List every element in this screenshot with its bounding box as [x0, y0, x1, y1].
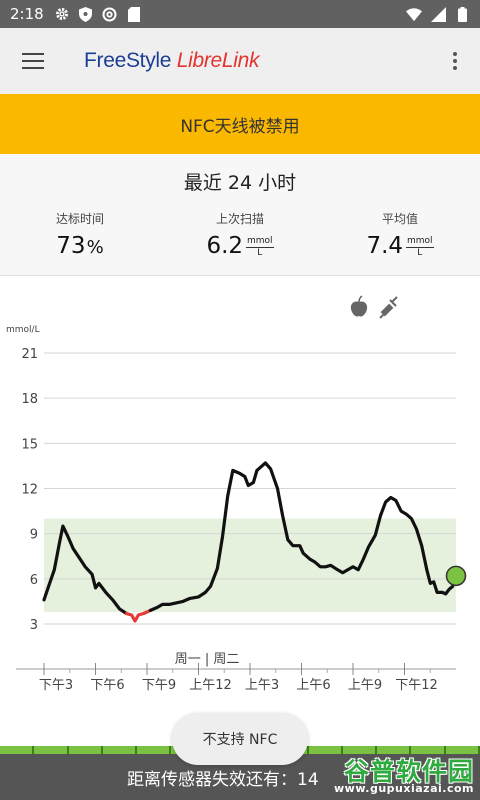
- shield-icon: [78, 6, 94, 22]
- average-stat: 平均值 7.4 mmol L: [320, 210, 480, 259]
- gear-icon: [54, 6, 70, 22]
- last-scan-stat: 上次扫描 6.2 mmol L: [160, 210, 320, 259]
- watermark: 谷普软件园 www.gupuxiazai.com: [334, 752, 480, 800]
- apple-icon[interactable]: [350, 295, 368, 317]
- time-in-target-stat: 达标时间 73 %: [0, 210, 160, 259]
- more-vert-icon[interactable]: [430, 28, 480, 94]
- watermark-url: www.gupuxiazai.com: [334, 782, 474, 795]
- y-tick-label: 9: [30, 528, 38, 543]
- x-tick-label: 下午12: [395, 678, 438, 693]
- last-scan-value: 6.2: [206, 233, 244, 259]
- time-in-target-value: 73: [56, 233, 86, 259]
- y-tick-label: 6: [30, 573, 38, 588]
- x-tick-label: 上午12: [189, 678, 232, 693]
- x-tick-label: 上午9: [348, 678, 382, 693]
- period-title: 最近 24 小时: [183, 172, 297, 194]
- target-range-band: [44, 518, 456, 612]
- logo-freestyle: FreeStyle: [84, 49, 177, 72]
- sdcard-icon: [126, 6, 142, 22]
- last-scan-unit-bottom: L: [257, 248, 263, 258]
- x-tick-label: 下午3: [39, 678, 73, 693]
- battery-icon: [454, 6, 470, 22]
- y-tick-label: 3: [30, 618, 38, 633]
- watermark-title: 谷普软件园: [343, 757, 474, 786]
- toast: 不支持 NFC: [172, 713, 308, 765]
- toast-text: 不支持 NFC: [202, 732, 278, 748]
- last-scan-unit: mmol L: [246, 236, 274, 259]
- status-bar: 2:18: [0, 0, 480, 28]
- average-unit-bottom: L: [417, 248, 423, 258]
- low-glucose-segment: [124, 608, 152, 623]
- day-divider-label: 周一 | 周二: [175, 652, 240, 667]
- glucose-chart[interactable]: mmol/L 21 18 15 12 9 6 3 下午3 下午6 下午9 上午12 上午3 上午6 上午9 下…: [0, 276, 480, 746]
- x-tick-label: 下午6: [90, 678, 124, 693]
- glucose-chart-svg: mmol/L 21 18 15 12 9 6 3 下午3 下午6 下午9 上午12 上午3 上午6 上午9 下…: [6, 295, 467, 693]
- x-tick-label: 上午6: [296, 678, 330, 693]
- signal-icon: [430, 6, 446, 22]
- nfc-disabled-banner[interactable]: NFC天线被禁用: [0, 94, 480, 154]
- glucose-line-segment: [42, 524, 129, 616]
- average-unit-top: mmol: [406, 236, 434, 248]
- time-in-target-unit: %: [86, 237, 104, 258]
- logo-librelink: LibreLink: [176, 49, 260, 72]
- y-tick-label: 12: [21, 483, 38, 498]
- y-tick-label: 18: [21, 392, 38, 407]
- last-scan-unit-top: mmol: [246, 236, 274, 248]
- sensor-remaining-text: 距离传感器失效还有：14: [127, 769, 319, 790]
- current-glucose-point: [445, 565, 467, 587]
- syringe-icon[interactable]: [379, 296, 398, 319]
- nfc-banner-text: NFC天线被禁用: [180, 116, 300, 137]
- app-logo: FreeStyle LibreLink: [84, 49, 260, 73]
- average-unit: mmol L: [406, 236, 434, 259]
- last-scan-label: 上次扫描: [215, 212, 264, 226]
- y-axis-label: mmol/L: [6, 325, 40, 335]
- x-tick-label: 上午3: [245, 678, 279, 693]
- at-icon: [102, 6, 118, 22]
- status-time: 2:18: [10, 5, 44, 23]
- y-tick-label: 21: [21, 347, 38, 362]
- glucose-summary: 最近 24 小时 达标时间 73 % 上次扫描 6.2 mmol L 平均值 7…: [0, 154, 480, 276]
- x-tick-label: 下午9: [142, 678, 176, 693]
- wifi-icon: [406, 6, 422, 22]
- average-label: 平均值: [381, 212, 418, 226]
- average-value: 7.4: [366, 233, 404, 259]
- y-tick-label: 15: [21, 437, 38, 452]
- glucose-line-segment: [148, 461, 455, 612]
- hamburger-icon[interactable]: [0, 28, 66, 94]
- app-bar: FreeStyle LibreLink: [0, 28, 480, 94]
- time-in-target-label: 达标时间: [55, 212, 104, 226]
